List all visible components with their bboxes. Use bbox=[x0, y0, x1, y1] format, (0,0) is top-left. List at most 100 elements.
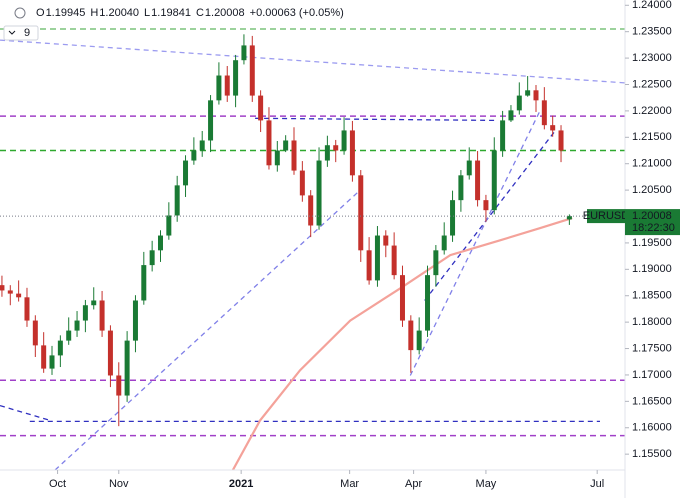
candle-body bbox=[466, 160, 472, 176]
x-tick-label: May bbox=[476, 478, 497, 490]
candle-body bbox=[500, 120, 506, 151]
candle-body bbox=[450, 200, 456, 236]
candle-body bbox=[425, 275, 431, 331]
countdown: 18:22:30 bbox=[632, 222, 675, 234]
candle-body bbox=[416, 330, 422, 351]
candle-body bbox=[24, 297, 30, 321]
y-tick-label: 1.19000 bbox=[632, 263, 672, 275]
candle-body bbox=[74, 320, 80, 331]
chevron-icon bbox=[8, 30, 16, 35]
candle-body bbox=[49, 355, 55, 369]
candle-body bbox=[166, 215, 172, 236]
candle-body bbox=[124, 340, 130, 396]
candle-body bbox=[149, 250, 155, 266]
candle-body bbox=[132, 300, 138, 341]
candle-body bbox=[174, 185, 180, 216]
y-tick-label: 1.23000 bbox=[632, 52, 672, 64]
candle-body bbox=[483, 200, 489, 211]
candle-body bbox=[32, 320, 38, 346]
candle-body bbox=[0, 285, 5, 291]
candle-body bbox=[224, 75, 230, 96]
price-box bbox=[625, 209, 680, 236]
y-tick-label: 1.21000 bbox=[632, 158, 672, 170]
candle-body bbox=[475, 160, 481, 201]
candle-body bbox=[541, 100, 547, 126]
y-tick-label: 1.21500 bbox=[632, 131, 672, 143]
candle-body bbox=[57, 340, 63, 356]
trend-line bbox=[409, 110, 541, 376]
y-tick-label: 1.17000 bbox=[632, 369, 672, 381]
y-tick-label: 1.19500 bbox=[632, 237, 672, 249]
candle-body bbox=[199, 140, 205, 151]
candle-body bbox=[141, 265, 147, 301]
y-tick-label: 1.18500 bbox=[632, 290, 672, 302]
candle-body bbox=[291, 140, 297, 171]
ohlc-value: 1.19945 bbox=[46, 7, 86, 19]
candle-body bbox=[341, 130, 347, 151]
trend-line bbox=[0, 39, 625, 84]
ohlc-label: C bbox=[196, 7, 204, 19]
candle-body bbox=[550, 125, 556, 131]
symbol-label: EURUSD bbox=[583, 210, 630, 222]
candle-body bbox=[91, 300, 97, 306]
candle-body bbox=[66, 330, 72, 341]
candle-body bbox=[208, 100, 214, 141]
header: O 1.19945 H 1.20040 L 1.19841 C 1.20008 +0.00063… bbox=[3, 7, 344, 41]
change-value: +0.00063 (+0.05%) bbox=[250, 7, 344, 19]
candle-body bbox=[283, 140, 289, 151]
candle-body bbox=[274, 150, 280, 166]
candle-body bbox=[266, 120, 272, 166]
candle-body bbox=[516, 95, 522, 111]
y-tick-label: 1.22500 bbox=[632, 78, 672, 90]
candle-body bbox=[249, 45, 255, 96]
ohlc-label: L bbox=[144, 7, 150, 19]
candle-body bbox=[374, 235, 380, 281]
y-tick-label: 1.16000 bbox=[632, 422, 672, 434]
y-tick-label: 1.16500 bbox=[632, 395, 672, 407]
candle-body bbox=[366, 250, 372, 281]
candle-body bbox=[383, 235, 389, 246]
indicator-count: 9 bbox=[24, 27, 30, 39]
candle-body bbox=[558, 130, 564, 151]
candle-body bbox=[349, 130, 355, 176]
candle-body bbox=[241, 45, 247, 61]
candle-body bbox=[333, 145, 339, 151]
candle-body bbox=[116, 375, 122, 396]
candle-body bbox=[458, 175, 464, 201]
candle-body bbox=[157, 235, 163, 251]
indicator-toggle[interactable] bbox=[3, 25, 39, 41]
x-tick-label: Jul bbox=[590, 478, 604, 490]
y-tick-label: 1.20500 bbox=[632, 184, 672, 196]
candle-body bbox=[533, 90, 539, 101]
candle-body bbox=[324, 145, 330, 161]
candle-body bbox=[408, 320, 414, 351]
candle-body bbox=[107, 330, 113, 376]
y-tick-label: 1.22000 bbox=[632, 105, 672, 117]
y-tick-label: 1.23500 bbox=[632, 26, 672, 38]
candle-body bbox=[358, 175, 364, 251]
candle-body bbox=[7, 290, 13, 294]
candle-body bbox=[566, 216, 572, 220]
moving-average bbox=[231, 217, 573, 470]
symbol-box bbox=[587, 209, 625, 224]
candle-body bbox=[491, 150, 497, 211]
x-tick-label: Nov bbox=[109, 478, 129, 490]
ohlc-value: 1.20040 bbox=[99, 7, 139, 19]
x-tick-label: Apr bbox=[405, 478, 422, 490]
ohlc-label: H bbox=[90, 7, 98, 19]
y-tick-label: 1.24000 bbox=[632, 0, 672, 11]
y-tick-label: 1.15500 bbox=[632, 448, 672, 460]
candle-body bbox=[399, 275, 405, 321]
y-tick-label: 1.17500 bbox=[632, 342, 672, 354]
candle-body bbox=[258, 95, 264, 121]
candle-body bbox=[233, 60, 239, 96]
trend-line bbox=[424, 130, 557, 301]
candle-body bbox=[441, 235, 447, 251]
ohlc-legend: O 1.19945 H 1.20040 L 1.19841 C 1.20008 +0.00063… bbox=[36, 7, 344, 19]
candle-body bbox=[508, 110, 514, 121]
last-price: 1.20008 bbox=[632, 210, 672, 222]
x-tick-label: Mar bbox=[340, 478, 359, 490]
x-tick-label: Oct bbox=[49, 478, 66, 490]
plot-area bbox=[0, 28, 625, 470]
candle-body bbox=[99, 300, 105, 331]
